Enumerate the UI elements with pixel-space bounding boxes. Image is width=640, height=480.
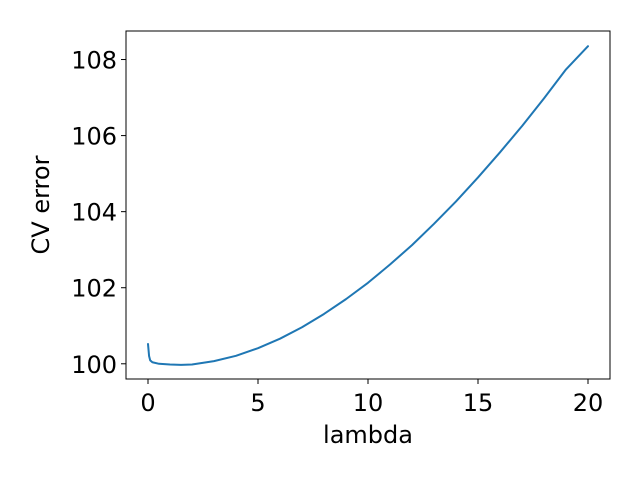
axes-frame (125, 30, 611, 380)
cv-error-line (147, 45, 589, 366)
plot-area (147, 45, 589, 366)
x-axis-label: lambda (323, 421, 413, 449)
x-tick-label: 0 (140, 389, 155, 417)
y-axis-label: CV error (27, 155, 55, 254)
y-axis-ticks: 100 102 104 106 108 (71, 47, 126, 379)
x-tick-label: 20 (573, 389, 604, 417)
x-axis-ticks: 0 5 10 15 20 (140, 379, 603, 417)
x-tick-label: 5 (250, 389, 265, 417)
y-tick-label: 106 (71, 123, 117, 151)
y-tick-label: 104 (71, 199, 117, 227)
y-tick-label: 100 (71, 351, 117, 379)
y-tick-label: 108 (71, 47, 117, 75)
y-tick-label: 102 (71, 275, 117, 303)
x-tick-label: 15 (463, 389, 494, 417)
x-tick-label: 10 (353, 389, 384, 417)
